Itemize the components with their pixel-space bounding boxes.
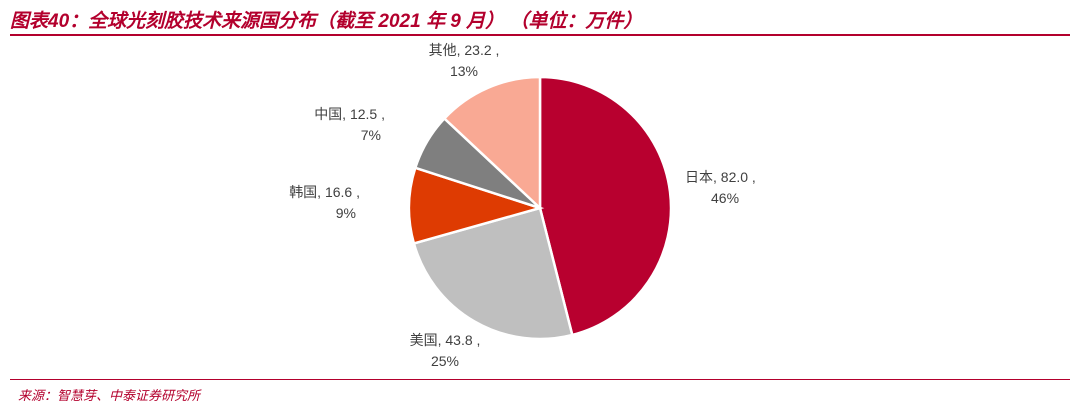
slice-label-4: 其他, 23.2 , (429, 42, 500, 58)
title-divider (10, 34, 1070, 36)
pie-slice-0 (538, 75, 673, 337)
footer-divider (10, 379, 1070, 380)
source-note: 来源：智慧芽、中泰证券研究所 (18, 388, 201, 403)
pie-slice-4 (442, 75, 542, 211)
slice-percent-1: 25% (431, 353, 459, 369)
slice-label-3: 中国, 12.5 , (314, 106, 385, 122)
chart-title: 图表40：全球光刻胶技术来源国分布（截至 2021 年 9 月） （单位：万件） (10, 11, 643, 32)
slice-label-0: 日本, 82.0 , (685, 169, 756, 185)
pie-slice-1 (412, 206, 574, 341)
pie-slice-2 (407, 166, 545, 246)
slice-percent-3: 7% (361, 127, 381, 143)
slice-percent-2: 9% (336, 205, 356, 221)
slice-percent-0: 46% (711, 190, 739, 206)
slice-label-1: 美国, 43.8 , (410, 332, 481, 348)
slice-percent-4: 13% (450, 63, 478, 79)
slice-label-2: 韩国, 16.6 , (289, 184, 360, 200)
